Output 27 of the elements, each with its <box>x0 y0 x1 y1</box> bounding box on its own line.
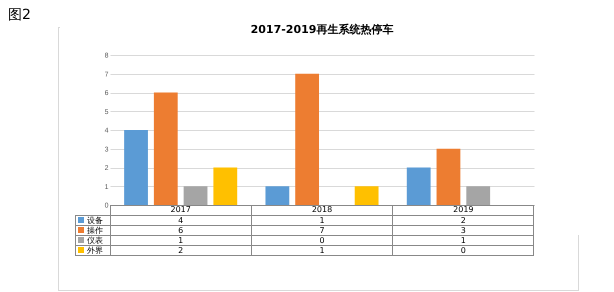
legend-label: 外界 <box>87 246 103 254</box>
bar <box>406 168 431 205</box>
legend-label: 设备 <box>87 216 103 224</box>
data-label: 1 <box>251 245 393 255</box>
bar <box>265 186 290 205</box>
bar <box>154 92 178 205</box>
bar <box>466 186 490 205</box>
data-label: 0 <box>392 245 534 255</box>
bar <box>213 168 238 205</box>
legend-label: 操作 <box>87 226 103 234</box>
x-tick-label: 2019 <box>392 205 534 215</box>
data-label: 0 <box>251 235 393 245</box>
bar <box>354 186 379 205</box>
data-label: 3 <box>392 225 534 235</box>
chart-title: 2017-2019再生系统热停车 <box>250 23 394 36</box>
data-label: 1 <box>392 235 534 245</box>
data-label: 7 <box>251 225 393 235</box>
x-tick-label: 2017 <box>110 205 252 215</box>
legend-label: 仪表 <box>87 236 103 244</box>
bar <box>124 130 148 205</box>
bar <box>295 74 320 205</box>
x-tick-label: 2018 <box>251 205 393 215</box>
bar <box>436 148 460 205</box>
caption: 图2 <box>8 6 31 24</box>
data-label: 1 <box>251 215 393 225</box>
bar <box>184 186 208 205</box>
data-label: 2 <box>392 215 534 225</box>
